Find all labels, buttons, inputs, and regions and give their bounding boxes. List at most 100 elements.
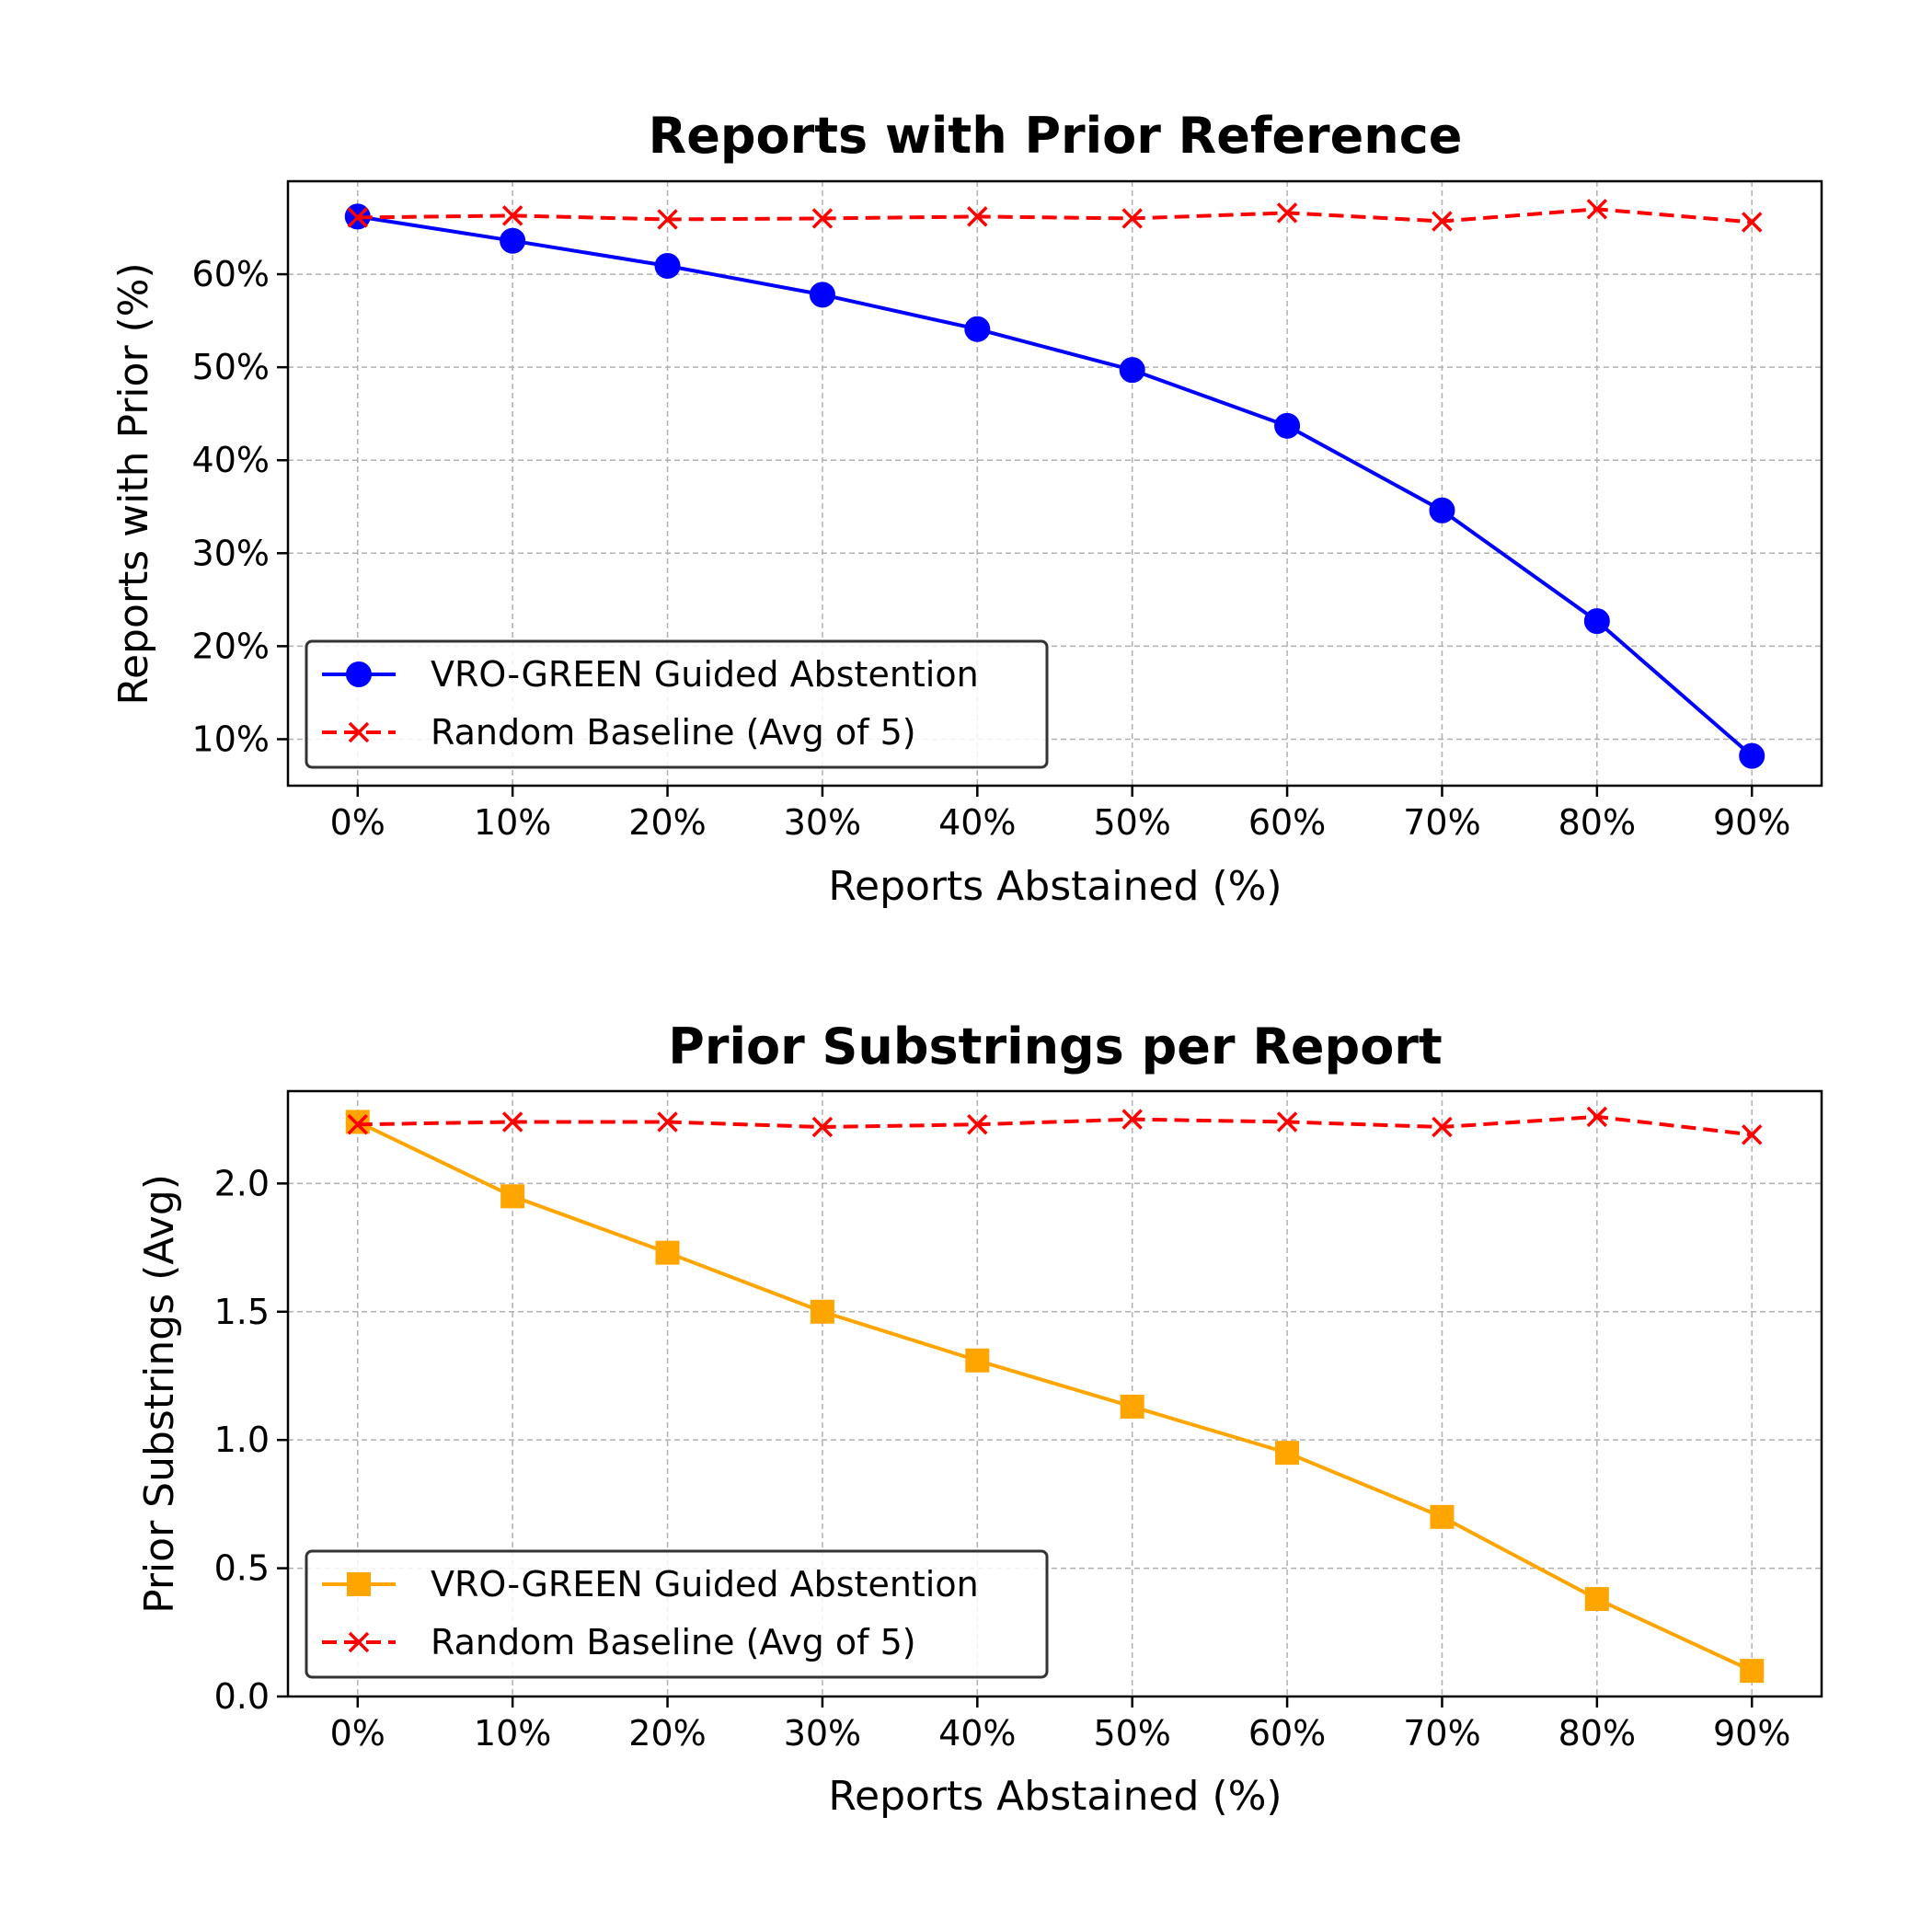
y-tick-label: 2.0	[214, 1163, 270, 1203]
data-point	[810, 1299, 834, 1324]
data-point	[1432, 211, 1453, 232]
x-tick-label: 0%	[330, 1713, 385, 1754]
x-tick-label: 60%	[1248, 802, 1326, 843]
x-axis-label: Reports Abstained (%)	[828, 863, 1282, 910]
x-tick-label: 20%	[628, 802, 706, 843]
legend-box	[305, 1549, 1049, 1679]
legend: VRO-GREEN Guided Abstention Random Baseli…	[305, 639, 1049, 769]
x-tick-label: 30%	[784, 802, 861, 843]
data-point	[500, 1184, 525, 1209]
legend-entry: Random Baseline (Avg of 5)	[322, 712, 916, 753]
legend-marker	[347, 1572, 371, 1596]
series-random-baseline	[347, 199, 1763, 233]
data-point	[1121, 208, 1143, 229]
plot-frame	[286, 179, 1823, 788]
legend-entry: Random Baseline (Avg of 5)	[322, 1622, 916, 1662]
data-point	[967, 1114, 988, 1135]
y-tick-label: 1.0	[214, 1420, 270, 1460]
data-point	[345, 1110, 370, 1134]
series-guided-abstention	[345, 1110, 1765, 1684]
data-point	[1430, 1504, 1455, 1529]
y-tick-label: 0.5	[214, 1548, 270, 1589]
x-tick-label: 20%	[628, 1713, 706, 1754]
y-axis-label: Reports with Prior (%)	[110, 262, 157, 705]
data-point	[809, 282, 835, 308]
data-point	[1432, 1116, 1453, 1138]
legend-label: Random Baseline (Avg of 5)	[431, 1622, 916, 1662]
series-line	[357, 1114, 1753, 1137]
y-tick-label: 30%	[192, 533, 270, 573]
data-point	[1275, 1441, 1300, 1466]
series-random-baseline	[347, 1106, 1763, 1145]
legend: VRO-GREEN Guided Abstention Random Baseli…	[305, 1549, 1049, 1679]
data-point	[967, 206, 988, 227]
data-point	[1741, 212, 1763, 233]
x-tick-label: 80%	[1558, 802, 1636, 843]
data-point	[1584, 1587, 1609, 1612]
data-point	[811, 208, 834, 229]
x-tick-label: 60%	[1248, 1713, 1326, 1754]
y-tick-label: 60%	[192, 254, 270, 294]
legend-entry: VRO-GREEN Guided Abstention	[322, 1564, 979, 1604]
legend-box	[305, 639, 1049, 769]
y-tick-label: 0.0	[214, 1676, 270, 1717]
data-point	[1583, 608, 1610, 635]
data-point	[1586, 1106, 1608, 1128]
y-tick-label: 50%	[192, 347, 270, 387]
data-point	[347, 207, 369, 228]
x-tick-label: 0%	[330, 802, 385, 843]
data-point	[1276, 1111, 1298, 1133]
data-point	[501, 1111, 523, 1133]
legend-marker	[348, 1631, 370, 1653]
series-layer	[344, 199, 1765, 769]
data-point	[501, 205, 523, 226]
data-point	[811, 1116, 834, 1138]
series-line	[357, 207, 1753, 224]
x-tick-label: 40%	[938, 802, 1016, 843]
data-point	[1276, 202, 1298, 224]
y-tick-label: 20%	[192, 626, 270, 666]
data-point	[347, 1114, 369, 1135]
gridlines	[288, 181, 1822, 786]
data-point	[1739, 742, 1765, 769]
plot-frame	[286, 1089, 1823, 1698]
data-point	[657, 209, 678, 230]
data-point	[1121, 1109, 1143, 1130]
chart-prior-substrings: Prior Substrings per Report 0% 10% 20% 30% 4…	[136, 1018, 1823, 1820]
x-tick-label: 70%	[1403, 1713, 1480, 1754]
x-tick-label: 80%	[1558, 1713, 1636, 1754]
series-line	[356, 1120, 1754, 1673]
legend-marker	[346, 661, 372, 687]
axis-ticks: 0% 10% 20% 30% 40% 50% 60% 70% 80% 90% 10% 20% 30% 40…	[192, 254, 1791, 843]
x-tick-label: 90%	[1713, 1713, 1790, 1754]
data-point	[964, 316, 991, 342]
x-axis-label: Reports Abstained (%)	[828, 1773, 1282, 1820]
data-point	[965, 1348, 990, 1373]
legend-label: Random Baseline (Avg of 5)	[431, 712, 916, 753]
y-tick-label: 40%	[192, 440, 270, 480]
data-point	[500, 227, 526, 254]
data-point	[1740, 1659, 1765, 1684]
x-tick-label: 90%	[1713, 802, 1790, 843]
legend-entry: VRO-GREEN Guided Abstention	[322, 654, 979, 695]
data-point	[1741, 1124, 1763, 1145]
data-point	[1429, 497, 1455, 523]
data-point	[655, 1240, 680, 1265]
chart-title: Prior Substrings per Report	[668, 1018, 1442, 1075]
x-tick-label: 30%	[784, 1713, 861, 1754]
axis-ticks: 0% 10% 20% 30% 40% 50% 60% 70% 80% 90% 0.0 0.5 1.0 1.…	[214, 1163, 1791, 1754]
data-point	[657, 1111, 678, 1133]
x-tick-label: 40%	[938, 1713, 1016, 1754]
series-layer	[345, 1106, 1765, 1684]
x-tick-label: 10%	[474, 802, 551, 843]
x-tick-label: 50%	[1093, 1713, 1170, 1754]
legend-label: VRO-GREEN Guided Abstention	[431, 654, 979, 695]
legend-label: VRO-GREEN Guided Abstention	[431, 1564, 979, 1604]
chart-title: Reports with Prior Reference	[649, 107, 1463, 165]
series-line	[357, 214, 1754, 758]
data-point	[1120, 1394, 1144, 1419]
data-point	[1274, 412, 1301, 439]
x-tick-label: 50%	[1093, 802, 1170, 843]
chart-reports-with-prior: Reports with Prior Reference 0% 10% 20% 30%…	[110, 107, 1823, 910]
